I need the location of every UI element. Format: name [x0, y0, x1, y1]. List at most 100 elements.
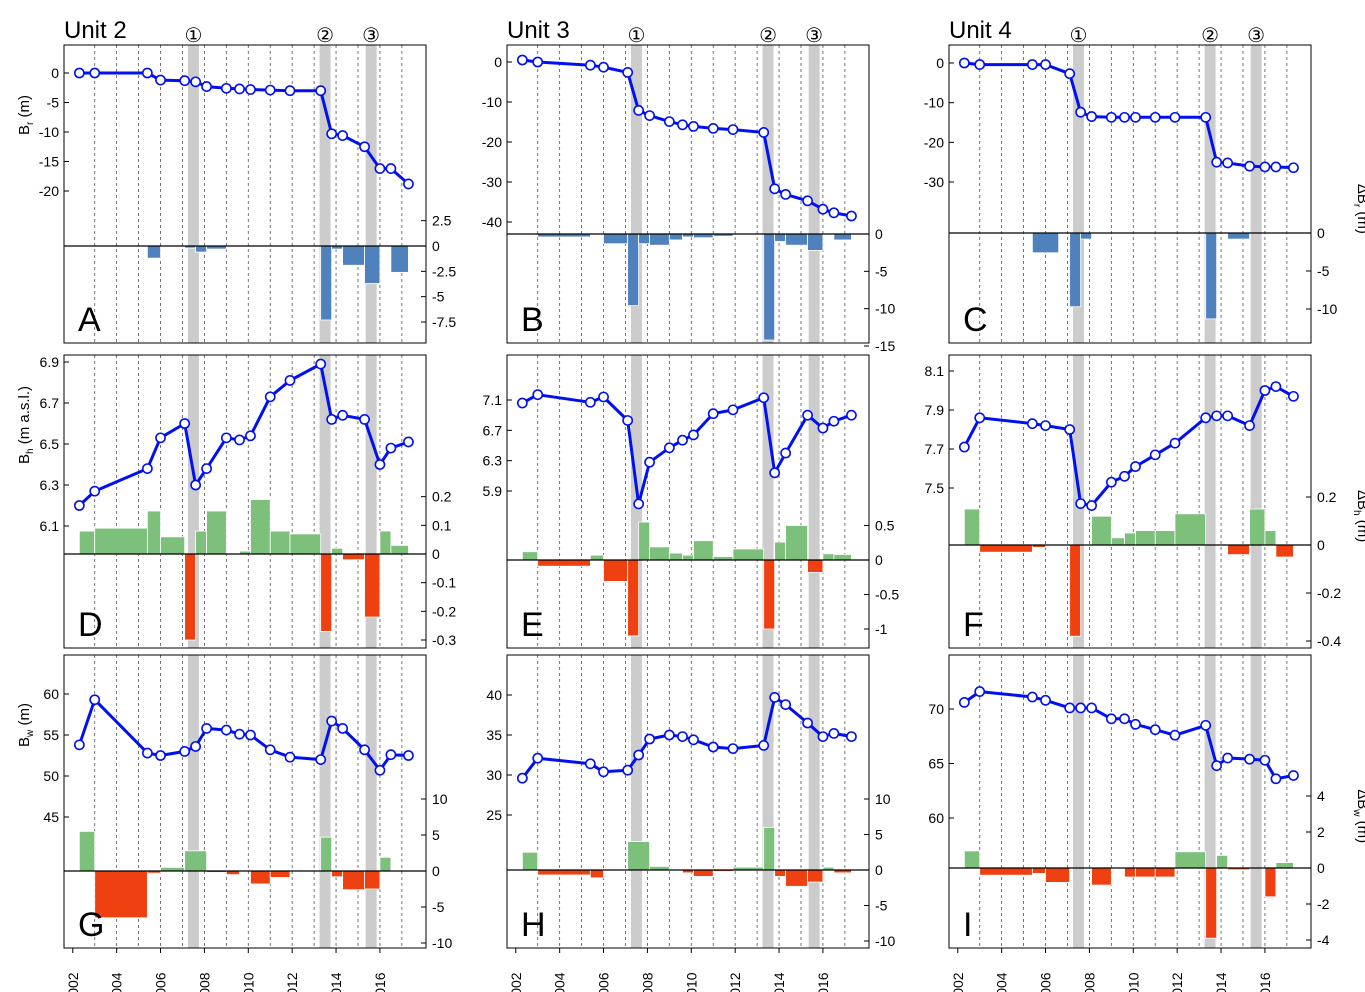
data-point — [974, 686, 986, 697]
data-point — [1270, 161, 1282, 173]
series-line — [522, 58, 852, 218]
panel-frame — [63, 654, 427, 949]
change-bar — [774, 233, 787, 242]
data-point — [1222, 157, 1234, 169]
change-bar — [1124, 867, 1136, 878]
data-point — [284, 375, 296, 386]
data-point — [688, 734, 699, 746]
change-bar — [963, 508, 981, 546]
data-point — [532, 389, 544, 401]
left-tick-label: 0 — [494, 54, 502, 70]
year-tick-label: 2016 — [372, 972, 388, 992]
year-tick-label: 2004 — [994, 972, 1010, 992]
left-tick-label: 45 — [43, 809, 59, 825]
right-tick-label: -5 — [875, 263, 888, 279]
change-bar — [589, 554, 604, 561]
data-point — [677, 434, 688, 446]
data-point — [532, 56, 544, 68]
panel-D: 6.9 6.7 6.5 6.3 6.1 0.2 0.1 0 -0.1 -0.2 -0.3 D Bh (m… — [16, 354, 456, 649]
change-bar — [146, 245, 161, 259]
data-point — [1026, 59, 1038, 70]
event-marker-1: ① — [1069, 25, 1087, 47]
data-point — [245, 84, 256, 95]
right-tick-label: 0.1 — [432, 517, 452, 533]
panel-frame — [63, 44, 427, 344]
data-point — [516, 772, 528, 784]
event-band — [1250, 655, 1262, 948]
data-point — [1119, 470, 1130, 482]
year-tick-label: 2008 — [1081, 972, 1097, 992]
change-bar — [1069, 544, 1082, 637]
data-point — [663, 116, 675, 127]
data-point — [385, 163, 397, 174]
year-tick-label: 2014 — [1213, 972, 1229, 992]
data-point — [727, 404, 739, 416]
event-marker-3: ③ — [362, 25, 380, 47]
data-point — [264, 84, 276, 96]
data-point — [633, 749, 645, 761]
data-point — [780, 188, 792, 200]
right-tick-label: 0 — [875, 552, 883, 568]
change-bar — [1174, 513, 1207, 546]
data-point — [846, 409, 857, 421]
data-point — [1259, 161, 1271, 173]
event-marker-2: ② — [316, 25, 334, 47]
data-point — [245, 729, 256, 741]
data-point — [727, 743, 739, 754]
data-point — [1086, 111, 1098, 122]
change-bar — [1069, 232, 1082, 308]
left-tick-label: 0 — [51, 65, 59, 81]
data-point — [1259, 385, 1271, 396]
change-bar — [1264, 867, 1277, 898]
header-unit-3: Unit 3 — [507, 17, 570, 44]
change-bar — [1045, 867, 1071, 883]
data-point — [245, 430, 256, 442]
data-point — [727, 124, 739, 136]
data-point — [644, 733, 656, 745]
change-bar — [1154, 530, 1176, 546]
right-tick-label: -0.3 — [432, 632, 456, 648]
right-tick-label: -10 — [1317, 301, 1337, 317]
panel-letter: C — [963, 301, 988, 339]
right-tick-label: 2.5 — [432, 213, 452, 229]
data-point — [846, 731, 857, 742]
data-point — [1105, 476, 1117, 488]
event-band — [1072, 655, 1084, 948]
y-axis-label: Bh (m a.s.l.) — [16, 386, 36, 464]
year-tick-label: 2012 — [1169, 972, 1185, 992]
change-bar — [1080, 232, 1093, 240]
data-point — [817, 731, 829, 742]
right-tick-label: -4 — [1317, 932, 1330, 948]
data-point — [326, 413, 338, 425]
change-bar — [1264, 530, 1277, 546]
data-point — [1086, 702, 1098, 714]
data-point — [828, 728, 840, 739]
y-axis-label: Bw (m) — [16, 703, 36, 747]
data-point — [374, 459, 386, 470]
right-tick-label: -10 — [432, 935, 452, 951]
data-point — [1040, 694, 1051, 706]
data-point — [1169, 437, 1181, 449]
data-point — [73, 739, 85, 751]
data-point — [622, 67, 634, 78]
data-point — [802, 409, 813, 421]
data-point — [1075, 702, 1087, 714]
data-point — [584, 59, 596, 71]
data-point — [1040, 59, 1051, 70]
right-tick-label: -5 — [1317, 263, 1330, 279]
event-band — [630, 655, 642, 948]
year-tick-label: 2016 — [815, 972, 831, 992]
year-tick-label: 2004 — [552, 972, 568, 992]
data-point — [1064, 702, 1076, 714]
year-tick-label: 2012 — [284, 972, 300, 992]
data-point — [155, 432, 166, 444]
change-bar — [331, 547, 344, 555]
data-point — [828, 207, 840, 219]
left-tick-label: -30 — [924, 174, 944, 190]
change-bar — [390, 245, 409, 273]
change-bar — [693, 540, 714, 561]
left-tick-label: 60 — [43, 686, 59, 702]
data-point — [516, 397, 528, 409]
change-bar — [1205, 232, 1218, 320]
data-point — [284, 85, 296, 97]
